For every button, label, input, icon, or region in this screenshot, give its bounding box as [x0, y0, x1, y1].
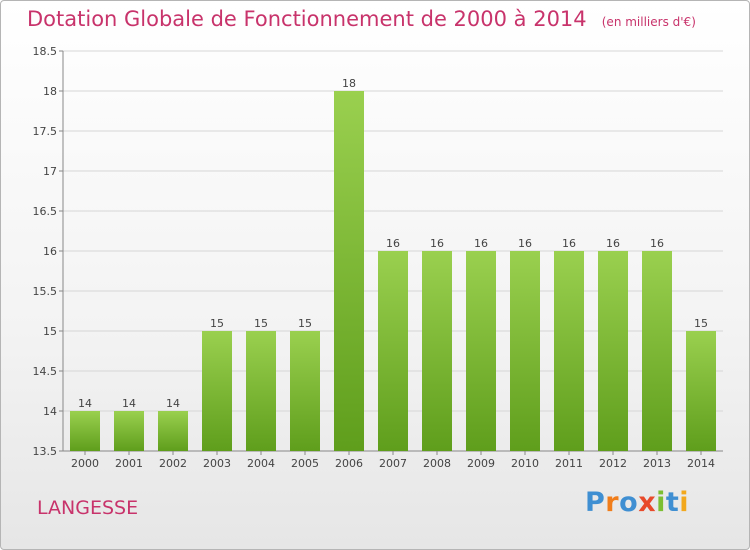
- bar: [510, 251, 540, 451]
- x-tick-label: 2014: [687, 457, 715, 470]
- chart-unit: (en milliers d'€): [601, 15, 696, 29]
- bar-data-label: 16: [386, 237, 400, 250]
- x-tick-label: 2012: [599, 457, 627, 470]
- bar: [466, 251, 496, 451]
- chart-title: Dotation Globale de Fonctionnement de 20…: [27, 7, 587, 31]
- logo-letter: x: [638, 487, 657, 518]
- y-tick-label: 16: [43, 245, 57, 258]
- bar-data-label: 16: [430, 237, 444, 250]
- x-tick-label: 2008: [423, 457, 451, 470]
- x-tick-label: 2003: [203, 457, 231, 470]
- y-tick-label: 14.5: [33, 365, 58, 378]
- x-tick-label: 2007: [379, 457, 407, 470]
- commune-name: LANGESSE: [37, 497, 139, 519]
- logo-letter: P: [585, 487, 606, 518]
- y-tick-label: 18.5: [33, 45, 58, 58]
- bar-data-label: 16: [606, 237, 620, 250]
- bar-data-label: 14: [122, 397, 136, 410]
- y-tick-label: 16.5: [33, 205, 58, 218]
- bar: [378, 251, 408, 451]
- logo-letter: i: [656, 487, 666, 518]
- logo-letter: r: [605, 487, 620, 518]
- bar: [158, 411, 188, 451]
- bar-data-label: 18: [342, 77, 356, 90]
- y-tick-label: 17: [43, 165, 57, 178]
- bar: [554, 251, 584, 451]
- y-tick-label: 17.5: [33, 125, 58, 138]
- bar: [422, 251, 452, 451]
- bar: [70, 411, 100, 451]
- x-tick-label: 2013: [643, 457, 671, 470]
- bar-data-label: 15: [254, 317, 268, 330]
- y-tick-label: 18: [43, 85, 57, 98]
- proxiti-logo: Proxiti: [585, 487, 689, 518]
- bar: [598, 251, 628, 451]
- bar: [642, 251, 672, 451]
- bar-data-label: 16: [562, 237, 576, 250]
- x-tick-label: 2004: [247, 457, 275, 470]
- x-tick-label: 2002: [159, 457, 187, 470]
- x-tick-label: 2001: [115, 457, 143, 470]
- bar-data-label: 15: [298, 317, 312, 330]
- x-tick-label: 2000: [71, 457, 99, 470]
- x-tick-label: 2010: [511, 457, 539, 470]
- bar-data-label: 14: [166, 397, 180, 410]
- y-tick-label: 14: [43, 405, 57, 418]
- bar: [686, 331, 716, 451]
- bar-data-label: 16: [650, 237, 664, 250]
- y-tick-label: 15.5: [33, 285, 58, 298]
- bar: [290, 331, 320, 451]
- x-tick-label: 2011: [555, 457, 583, 470]
- bar-data-label: 16: [518, 237, 532, 250]
- bar: [334, 91, 364, 451]
- x-tick-label: 2009: [467, 457, 495, 470]
- logo-letter: o: [619, 487, 639, 518]
- bar-data-label: 14: [78, 397, 92, 410]
- x-tick-label: 2005: [291, 457, 319, 470]
- bar: [202, 331, 232, 451]
- x-tick-label: 2006: [335, 457, 363, 470]
- title-block: Dotation Globale de Fonctionnement de 20…: [27, 7, 696, 31]
- bar: [114, 411, 144, 451]
- logo-letter: i: [679, 487, 690, 518]
- bar-data-label: 15: [694, 317, 708, 330]
- y-tick-label: 15: [43, 325, 57, 338]
- bar: [246, 331, 276, 451]
- bar-data-label: 16: [474, 237, 488, 250]
- y-tick-label: 13.5: [33, 445, 58, 458]
- logo-letter: t: [665, 487, 680, 518]
- bar-data-label: 15: [210, 317, 224, 330]
